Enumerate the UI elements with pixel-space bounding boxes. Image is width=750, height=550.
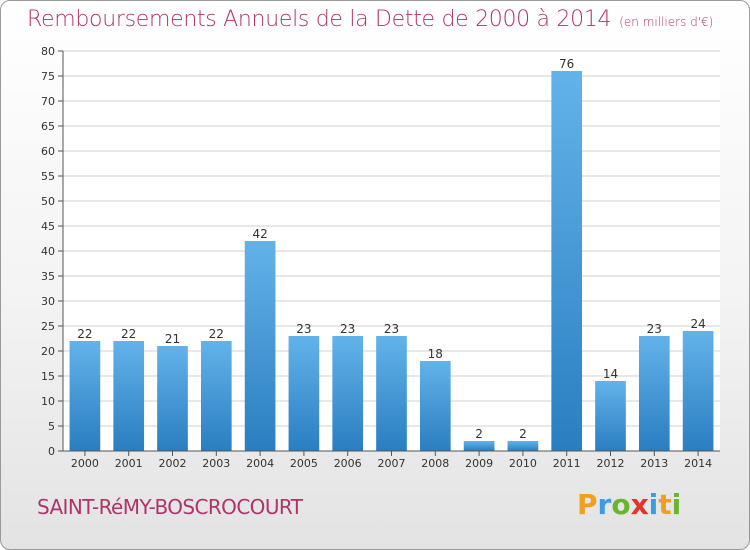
logo-letter: o (611, 488, 631, 521)
data-label: 22 (121, 327, 136, 341)
y-tick-label: 60 (41, 145, 55, 158)
x-tick-label: 2008 (421, 457, 449, 470)
chart-subtitle: (en milliers d'€) (619, 15, 714, 29)
logo-letter: i (671, 488, 682, 521)
x-tick-label: 2007 (378, 457, 406, 470)
logo-letter: r (597, 488, 612, 521)
logo-letter: t (658, 488, 672, 521)
x-tick-label: 2001 (115, 457, 143, 470)
x-tick-label: 2004 (246, 457, 274, 470)
y-tick-label: 35 (41, 270, 55, 283)
y-tick-label: 45 (41, 220, 55, 233)
bar (463, 441, 495, 451)
title-text: Remboursements Annuels de la Dette de 20… (27, 7, 612, 32)
bar (113, 341, 145, 451)
data-label: 22 (209, 327, 224, 341)
x-tick-label: 2002 (159, 457, 187, 470)
data-label: 76 (559, 57, 574, 71)
chart-title: Remboursements Annuels de la Dette de 20… (27, 7, 713, 32)
bar (244, 241, 276, 451)
bar (69, 341, 101, 451)
y-tick-label: 55 (41, 170, 55, 183)
data-label: 21 (165, 332, 180, 346)
bar (288, 336, 320, 451)
bar (376, 336, 407, 451)
bar (157, 346, 188, 451)
bar (638, 336, 670, 451)
bar (507, 441, 539, 451)
data-label: 23 (340, 322, 355, 336)
logo-letter: x (630, 488, 649, 521)
logo-letter: i (648, 488, 659, 521)
data-label: 2 (475, 427, 483, 441)
x-tick-label: 2000 (71, 457, 99, 470)
data-label: 22 (77, 327, 92, 341)
data-label: 23 (296, 322, 311, 336)
x-tick-label: 2013 (640, 457, 668, 470)
data-label: 24 (690, 317, 705, 331)
x-tick-label: 2011 (553, 457, 581, 470)
x-tick-label: 2014 (684, 457, 712, 470)
y-tick-label: 5 (48, 420, 55, 433)
y-tick-label: 65 (41, 120, 55, 133)
data-label: 23 (647, 322, 662, 336)
y-tick-label: 10 (41, 395, 55, 408)
y-tick-label: 70 (41, 95, 55, 108)
y-tick-label: 40 (41, 245, 55, 258)
x-tick-label: 2003 (202, 457, 230, 470)
data-label: 23 (384, 322, 399, 336)
x-tick-label: 2010 (509, 457, 537, 470)
y-tick-label: 25 (41, 320, 55, 333)
data-label: 2 (519, 427, 527, 441)
y-tick-label: 30 (41, 295, 55, 308)
bar (682, 331, 714, 451)
bar (595, 381, 626, 451)
bar (332, 336, 364, 451)
y-tick-label: 80 (41, 45, 55, 58)
y-tick-label: 15 (41, 370, 55, 383)
bar (419, 361, 451, 451)
proxiti-logo[interactable]: Proxiti (577, 488, 681, 521)
x-tick-label: 2006 (334, 457, 362, 470)
bar (551, 71, 583, 451)
y-tick-label: 50 (41, 195, 55, 208)
y-tick-label: 75 (41, 70, 55, 83)
data-label: 14 (603, 367, 618, 381)
data-label: 18 (428, 347, 443, 361)
y-tick-label: 20 (41, 345, 55, 358)
x-tick-label: 2005 (290, 457, 318, 470)
data-label: 42 (252, 227, 267, 241)
x-tick-label: 2009 (465, 457, 493, 470)
logo-letter: P (577, 488, 598, 521)
bar (200, 341, 232, 451)
x-tick-label: 2012 (597, 457, 625, 470)
commune-name: SAINT-RéMY-BOSCROCOURT (37, 495, 303, 519)
y-tick-label: 0 (48, 445, 55, 458)
